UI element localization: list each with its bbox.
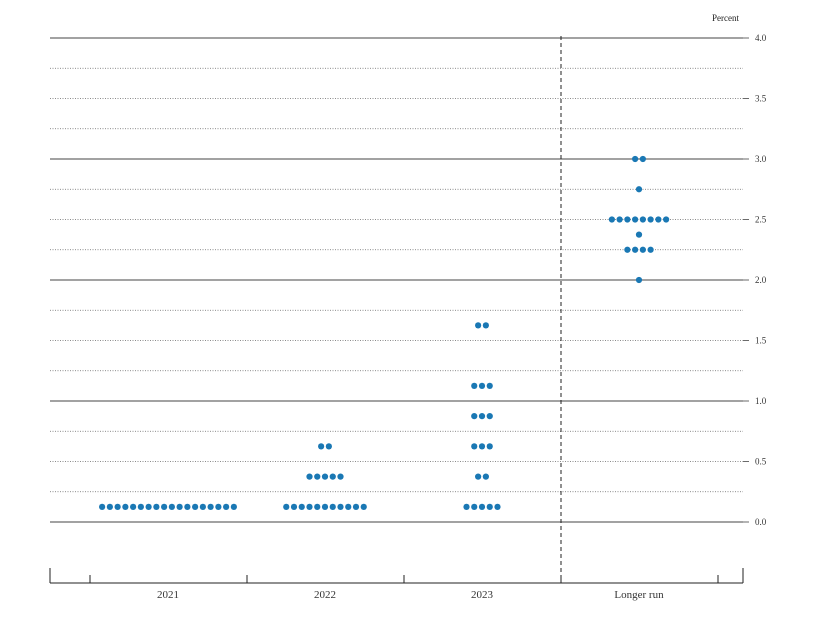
participant-dot	[608, 216, 615, 223]
x-category-label: Longer run	[614, 589, 664, 601]
participant-dot	[486, 382, 493, 389]
participant-dot	[207, 503, 214, 510]
x-category-label: 2022	[314, 589, 336, 601]
participant-dot	[161, 503, 168, 510]
participant-dot	[616, 216, 623, 223]
y-tick-label: 3.5	[755, 94, 767, 104]
participant-dot	[647, 246, 654, 253]
x-category-label: 2021	[157, 589, 179, 601]
y-tick-label: 1.0	[755, 396, 767, 406]
y-tick-label: 4.0	[755, 33, 767, 43]
participant-dot	[199, 503, 206, 510]
participant-dot	[471, 382, 478, 389]
participant-dot	[478, 382, 486, 389]
participant-dot	[318, 443, 325, 450]
participant-dot	[306, 503, 313, 510]
participant-dot	[635, 231, 643, 238]
participant-dot	[360, 503, 367, 510]
participant-dot	[325, 443, 332, 450]
participant-dot	[478, 503, 486, 510]
participant-dot	[639, 246, 646, 253]
participant-dot	[153, 503, 160, 510]
participant-dot	[635, 186, 643, 193]
participant-dot	[632, 216, 639, 223]
participant-dot	[624, 216, 631, 223]
participant-dot	[337, 473, 344, 480]
participant-dot	[321, 473, 329, 480]
participant-dot	[176, 503, 183, 510]
y-tick-label: 3.0	[755, 154, 767, 164]
participant-dot	[145, 503, 152, 510]
participant-dot	[306, 473, 313, 480]
participant-dot	[486, 443, 493, 450]
y-tick-label: 2.5	[755, 215, 767, 225]
participant-dot	[494, 503, 501, 510]
participant-dot	[329, 473, 336, 480]
y-axis-unit-label: Percent	[712, 13, 739, 23]
participant-dot	[639, 155, 646, 163]
participant-dot	[106, 503, 113, 510]
participant-dot	[471, 503, 478, 510]
y-tick-label: 1.5	[755, 336, 767, 346]
participant-dot	[647, 216, 654, 223]
participant-dot	[475, 322, 482, 329]
participant-dot	[475, 473, 482, 480]
participant-dot	[486, 413, 493, 420]
participant-dot	[130, 503, 137, 510]
participant-dot	[471, 413, 478, 420]
participant-dot	[478, 413, 486, 420]
x-category-label: 2023	[471, 589, 494, 601]
participant-dot	[635, 276, 643, 284]
participant-dot	[137, 503, 144, 510]
participant-dot	[314, 503, 321, 510]
x-axis: 2021 2022 2023 Longer run	[49, 568, 744, 601]
participant-dot	[639, 216, 646, 223]
participant-dot	[192, 503, 199, 510]
participant-dot	[632, 246, 639, 253]
participant-dot	[337, 503, 344, 510]
participant-dot	[329, 503, 336, 510]
participant-dot	[655, 216, 662, 223]
participant-dot	[283, 503, 290, 510]
data-dots	[99, 155, 670, 510]
y-tick-label: 0.5	[755, 457, 767, 467]
participant-dot	[122, 503, 129, 510]
participant-dot	[290, 503, 298, 510]
participant-dot	[482, 473, 489, 480]
participant-dot	[230, 503, 237, 510]
participant-dot	[345, 503, 352, 510]
participant-dot	[99, 503, 106, 510]
participant-dot	[482, 322, 489, 329]
y-axis: 0.0 0.5 1.0 1.5 2.0 2.5 3.0 3.5 4.0	[743, 33, 767, 527]
participant-dot	[298, 503, 305, 510]
participant-dot	[314, 473, 321, 480]
participant-dot	[223, 503, 230, 510]
y-tick-label: 2.0	[755, 275, 767, 285]
participant-dot	[471, 443, 478, 450]
participant-dot	[486, 503, 493, 510]
participant-dot	[114, 503, 121, 510]
participant-dot	[632, 155, 639, 163]
participant-dot	[184, 503, 191, 510]
participant-dot	[168, 503, 175, 510]
participant-dot	[215, 503, 222, 510]
participant-dot	[321, 503, 329, 510]
participant-dot	[463, 503, 470, 510]
y-tick-label: 0.0	[755, 517, 767, 527]
grid-lines	[50, 36, 743, 583]
participant-dot	[624, 246, 631, 253]
participant-dot	[478, 443, 486, 450]
participant-dot	[663, 216, 670, 223]
participant-dot	[352, 503, 360, 510]
